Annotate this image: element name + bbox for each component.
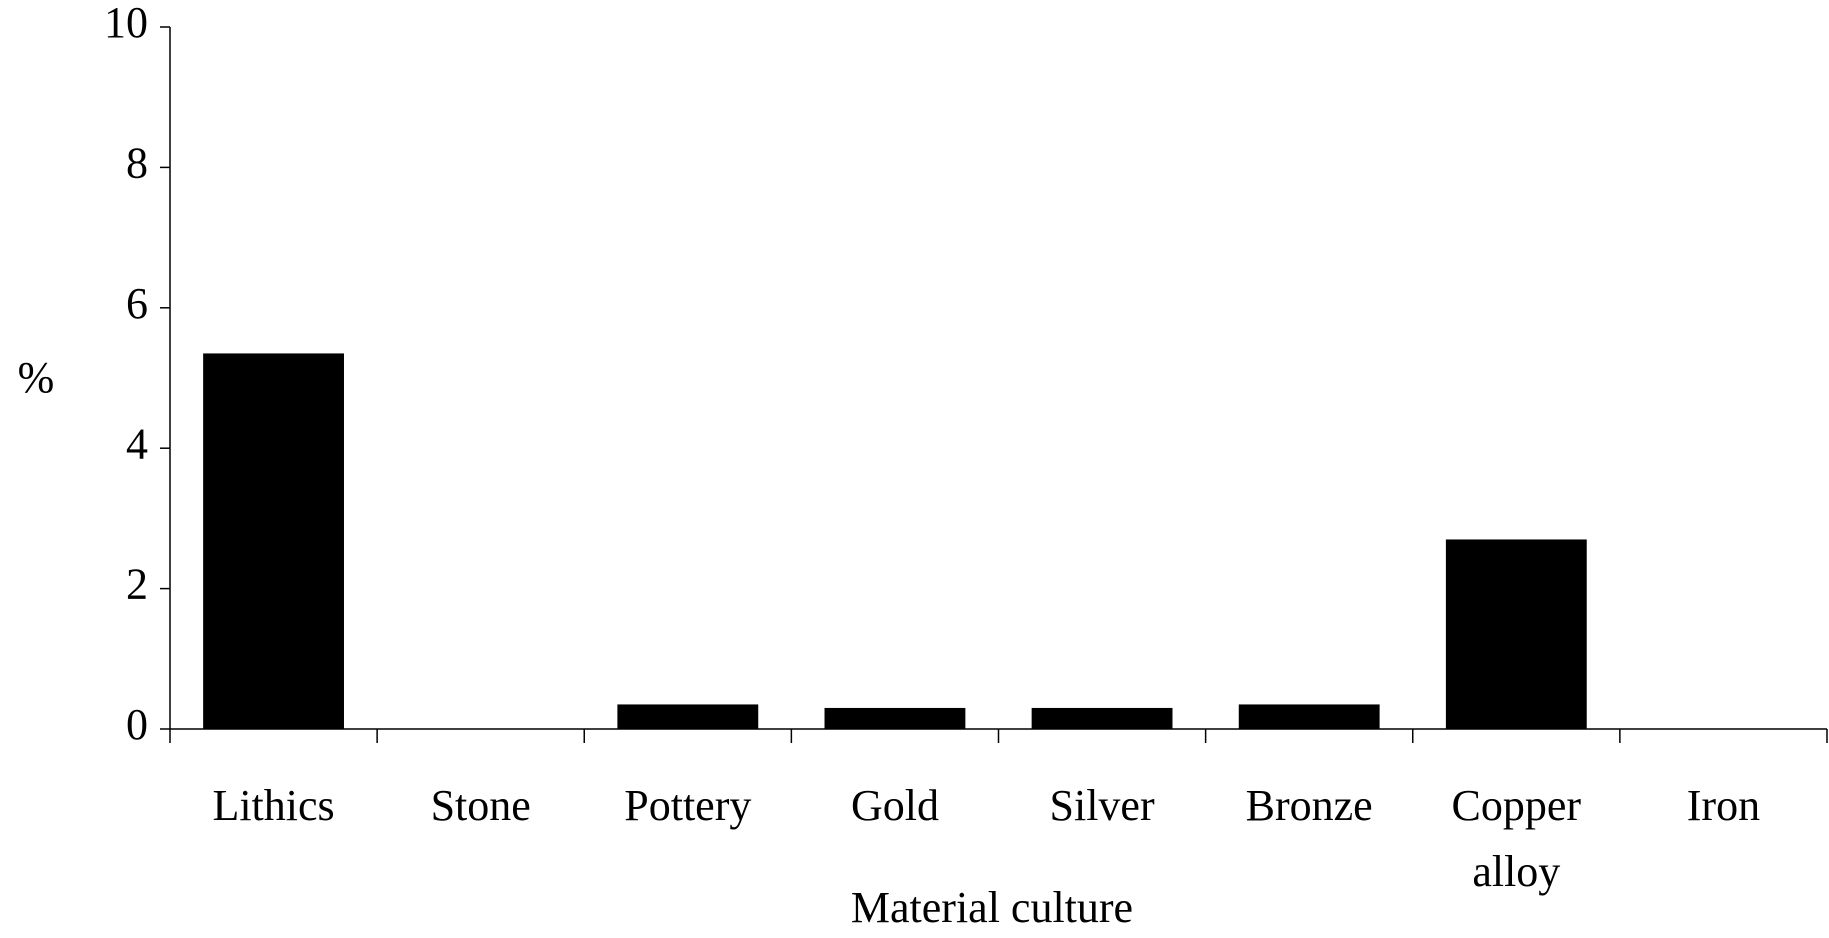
bar [1238,704,1380,729]
y-tick-label: 10 [104,0,148,47]
x-tick-label: Stone [430,781,531,830]
y-tick-label: 4 [126,419,148,468]
y-tick-label: 2 [126,560,148,609]
y-tick-label: 0 [126,700,148,749]
x-tick-label: Silver [1049,781,1155,830]
x-tick-label: Lithics [212,781,335,830]
bar [824,707,966,729]
y-tick-label: 6 [126,279,148,328]
y-axis-label: % [18,353,55,402]
bar [617,704,759,729]
x-axis-label: Material culture [851,883,1133,932]
bar [1445,539,1587,729]
x-tick-label: Pottery [624,781,752,830]
y-tick-label: 8 [126,138,148,187]
bar [203,353,344,729]
x-tick-label: Bronze [1245,781,1373,830]
bar [1031,707,1173,729]
x-tick-label: Iron [1686,781,1761,830]
x-tick-label: Copper alloy [1451,781,1582,896]
x-tick-label: Gold [850,781,939,830]
